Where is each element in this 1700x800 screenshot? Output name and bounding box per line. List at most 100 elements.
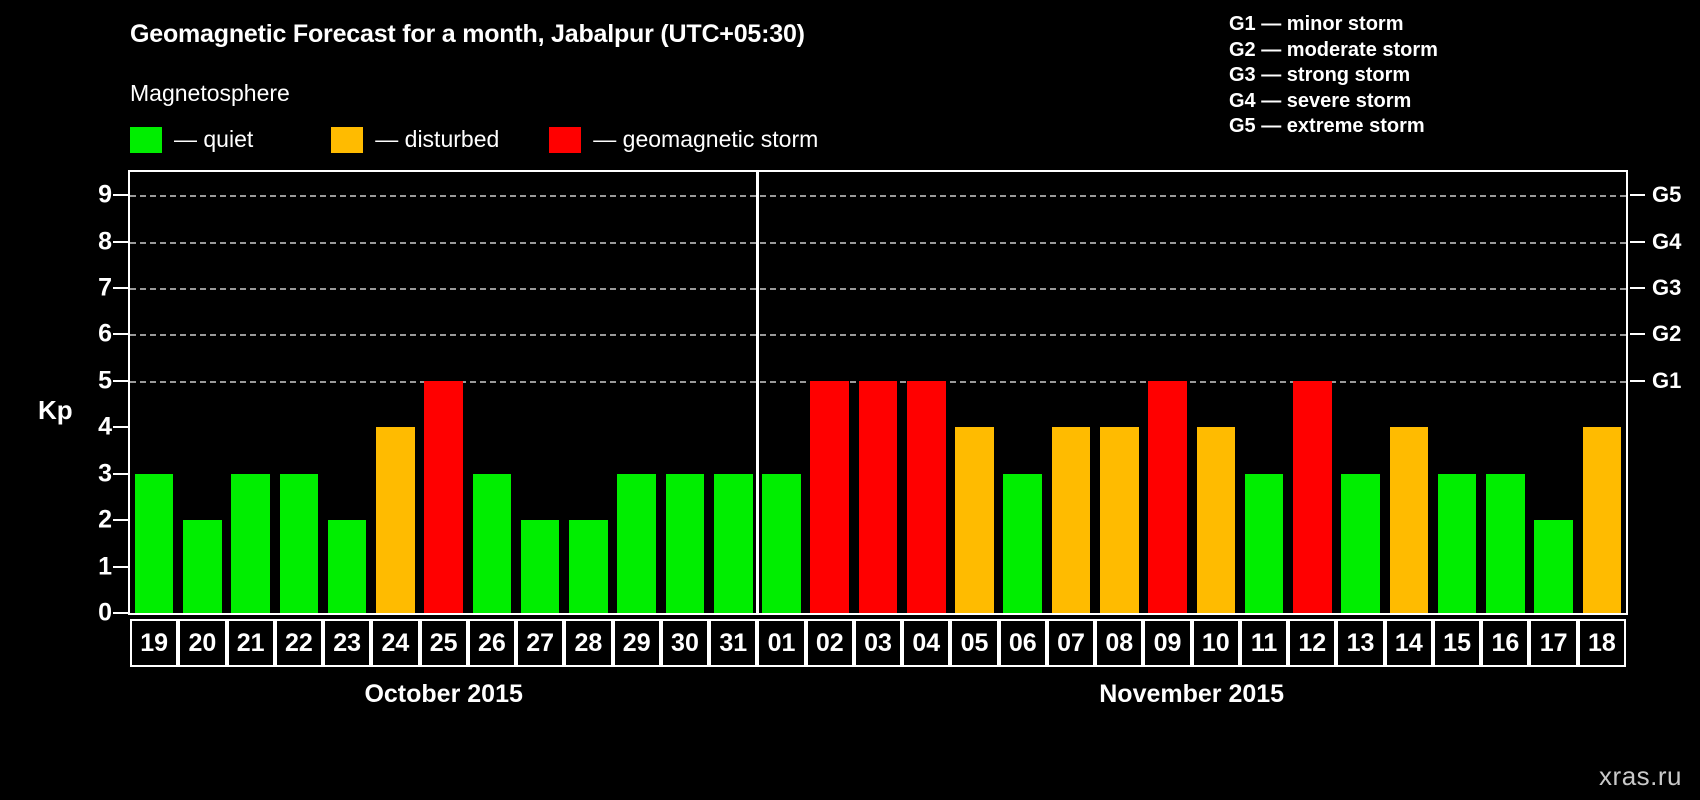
- bar-18[interactable]: [1582, 427, 1622, 613]
- date-label-04[interactable]: 04: [902, 619, 951, 667]
- date-label-20[interactable]: 20: [178, 619, 227, 667]
- date-label-01[interactable]: 01: [757, 619, 806, 667]
- g-tick-label-G4: G4: [1652, 228, 1682, 254]
- date-label-12[interactable]: 12: [1288, 619, 1337, 667]
- bar-28[interactable]: [569, 520, 608, 613]
- bar-22[interactable]: [279, 473, 319, 613]
- date-label-21[interactable]: 21: [226, 619, 275, 667]
- date-label-14[interactable]: 14: [1384, 619, 1433, 667]
- date-label-23[interactable]: 23: [323, 619, 372, 667]
- g-scale-legend: G1 — minor storm G2 — moderate storm G3 …: [1229, 12, 1438, 140]
- bar-10[interactable]: [1196, 427, 1236, 613]
- date-label-22[interactable]: 22: [274, 619, 324, 667]
- gridline-8: [130, 241, 1626, 244]
- bar-03[interactable]: [858, 380, 898, 613]
- g-tick-mark-G3: [1630, 287, 1645, 290]
- y-axis-label: Kp: [38, 395, 73, 425]
- g-tick-label-G2: G2: [1652, 321, 1682, 347]
- y-tick-mark-6: [113, 333, 128, 336]
- y-tick-mark-3: [113, 472, 128, 475]
- bar-17[interactable]: [1534, 520, 1573, 613]
- legend-swatch-storm: [549, 126, 582, 153]
- date-label-24[interactable]: 24: [371, 619, 420, 667]
- magnetosphere-heading: Magnetosphere: [130, 80, 290, 106]
- bar-08[interactable]: [1099, 427, 1139, 613]
- month-separator: [755, 170, 759, 615]
- bar-24[interactable]: [376, 427, 415, 613]
- date-label-08[interactable]: 08: [1095, 619, 1144, 667]
- bar-11[interactable]: [1244, 473, 1284, 613]
- bar-09[interactable]: [1148, 380, 1187, 613]
- bar-19[interactable]: [134, 473, 174, 613]
- y-tick-label-8: 8: [98, 227, 112, 256]
- y-tick-mark-5: [113, 379, 128, 382]
- date-label-26[interactable]: 26: [467, 619, 517, 667]
- date-label-06[interactable]: 06: [998, 619, 1047, 667]
- y-tick-label-5: 5: [98, 366, 112, 395]
- bar-21[interactable]: [231, 473, 270, 613]
- y-tick-mark-7: [113, 287, 128, 290]
- date-label-18[interactable]: 18: [1577, 619, 1626, 667]
- bar-20[interactable]: [183, 520, 222, 613]
- date-label-13[interactable]: 13: [1336, 619, 1385, 667]
- date-label-10[interactable]: 10: [1191, 619, 1240, 667]
- date-label-05[interactable]: 05: [950, 619, 999, 667]
- bar-01[interactable]: [762, 473, 801, 613]
- page-title: Geomagnetic Forecast for a month, Jabalp…: [130, 20, 805, 48]
- legend-item-storm: — geomagnetic storm: [549, 126, 818, 153]
- bar-29[interactable]: [617, 473, 656, 613]
- date-label-31[interactable]: 31: [709, 619, 758, 667]
- date-label-07[interactable]: 07: [1046, 619, 1096, 667]
- date-label-09[interactable]: 09: [1143, 619, 1192, 667]
- y-tick-label-1: 1: [98, 552, 112, 581]
- g-scale-line-g2: G2 — moderate storm: [1229, 38, 1438, 61]
- bar-15[interactable]: [1437, 473, 1477, 613]
- bars-layer: [130, 172, 1626, 613]
- bar-05[interactable]: [955, 427, 994, 613]
- date-label-15[interactable]: 15: [1432, 619, 1482, 667]
- date-label-03[interactable]: 03: [853, 619, 903, 667]
- gridline-6: [130, 334, 1626, 337]
- g-tick-label-G5: G5: [1652, 182, 1682, 208]
- legend-item-quiet: — quiet: [130, 126, 253, 153]
- date-label-27[interactable]: 27: [516, 619, 565, 667]
- bar-14[interactable]: [1389, 427, 1429, 613]
- bar-31[interactable]: [713, 473, 753, 613]
- date-label-11[interactable]: 11: [1239, 619, 1289, 667]
- date-label-25[interactable]: 25: [419, 619, 468, 667]
- date-label-17[interactable]: 17: [1529, 619, 1578, 667]
- bar-12[interactable]: [1293, 380, 1332, 613]
- bar-04[interactable]: [906, 380, 946, 613]
- g-scale-line-g3: G3 — strong storm: [1229, 64, 1411, 86]
- bar-26[interactable]: [472, 473, 512, 613]
- month-label-november: November 2015: [1099, 680, 1285, 708]
- bar-23[interactable]: [327, 520, 367, 613]
- y-tick-label-7: 7: [98, 273, 112, 302]
- month-label-october: October 2015: [364, 680, 523, 708]
- bar-25[interactable]: [424, 380, 463, 613]
- date-label-29[interactable]: 29: [612, 619, 661, 667]
- bar-13[interactable]: [1341, 473, 1380, 613]
- g-tick-label-G3: G3: [1652, 275, 1682, 301]
- bar-02[interactable]: [810, 380, 850, 613]
- date-label-02[interactable]: 02: [805, 619, 854, 667]
- plot-area: [128, 170, 1628, 615]
- bar-07[interactable]: [1051, 427, 1091, 613]
- date-label-16[interactable]: 16: [1481, 619, 1530, 667]
- legend-label-disturbed: — disturbed: [375, 126, 500, 152]
- y-tick-mark-8: [113, 240, 128, 243]
- gridline-7: [130, 288, 1626, 291]
- y-tick-mark-1: [113, 565, 128, 568]
- y-tick-label-0: 0: [98, 598, 112, 627]
- date-label-30[interactable]: 30: [660, 619, 710, 667]
- bar-27[interactable]: [520, 520, 560, 613]
- date-label-19[interactable]: 19: [130, 619, 179, 667]
- bar-06[interactable]: [1003, 473, 1043, 613]
- g-tick-mark-G2: [1630, 333, 1645, 336]
- g-tick-label-G1: G1: [1652, 367, 1682, 393]
- date-label-28[interactable]: 28: [564, 619, 613, 667]
- bar-30[interactable]: [665, 473, 705, 613]
- bar-16[interactable]: [1486, 473, 1525, 613]
- y-tick-label-2: 2: [98, 505, 112, 534]
